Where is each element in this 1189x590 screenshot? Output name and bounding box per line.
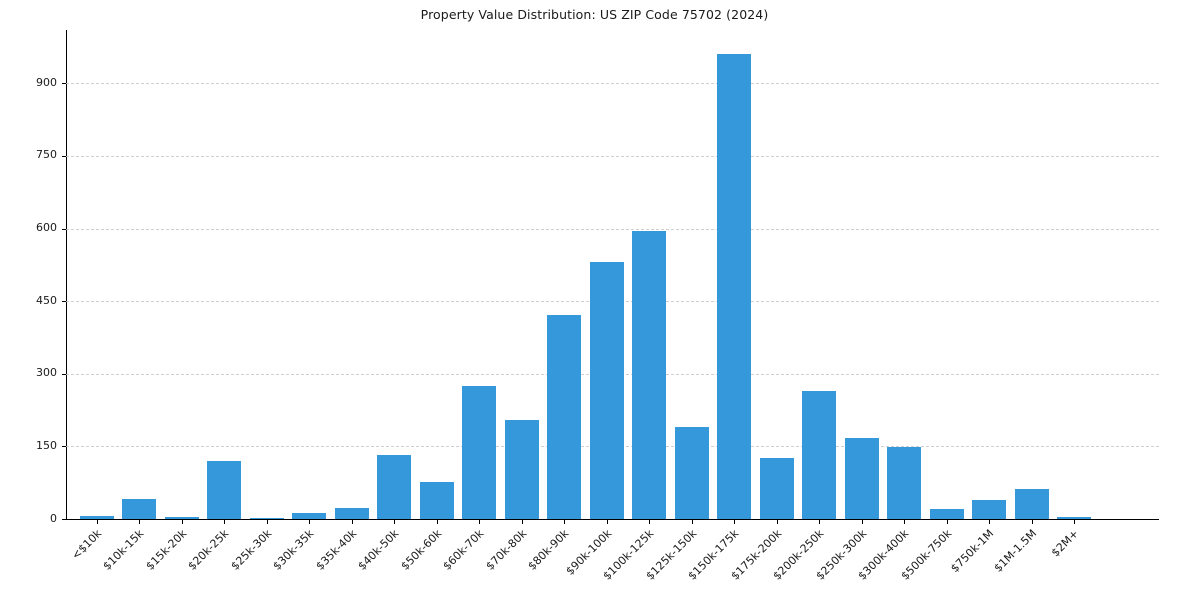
x-tick-mark [776,519,778,524]
x-tick-label: $15k-20k [143,527,189,573]
x-tick-mark [861,519,863,524]
x-tick-mark [946,519,948,524]
x-tick-label: $60k-70k [440,527,487,573]
x-tick-mark [139,519,141,524]
bar[interactable] [377,454,412,519]
x-tick-label: $70k-80k [483,527,529,573]
x-tick-mark [266,519,268,524]
x-tick-mark [224,519,226,524]
x-tick-label: $750k-1M [948,527,997,575]
x-tick-label: <$10k [68,527,104,563]
y-tick-label: 600 [36,221,57,234]
x-tick-label: $1M-1.5M [991,527,1040,575]
bar[interactable] [164,517,199,519]
chart-title: Property Value Distribution: US ZIP Code… [420,7,769,22]
x-tick-mark [691,519,693,524]
x-tick-mark [96,519,98,524]
gridline [66,155,1159,157]
x-axis-line [66,519,1159,520]
bar[interactable] [249,517,284,519]
y-tick-mark [61,83,66,85]
y-tick-mark [61,373,66,375]
x-tick-label: $35k-40k [313,527,359,573]
x-tick-mark [1031,519,1033,524]
bar[interactable] [972,499,1007,519]
x-tick-mark [181,519,183,524]
bar[interactable] [929,509,964,519]
bar[interactable] [334,508,369,519]
bar[interactable] [589,262,624,519]
x-tick-mark [394,519,396,524]
y-tick-label: 300 [36,366,57,380]
x-tick-mark [309,519,311,524]
x-tick-label: $40k-50k [355,527,402,573]
bar[interactable] [887,447,922,519]
x-tick-mark [564,519,566,524]
bar[interactable] [462,386,497,519]
bar[interactable] [632,230,667,519]
x-tick-label: $50k-60k [398,527,444,573]
bar[interactable] [504,419,539,519]
bar[interactable] [759,458,794,519]
gridline [66,83,1159,85]
y-tick-mark [61,155,66,157]
bar[interactable] [547,314,582,519]
y-tick-mark [61,446,66,448]
bar[interactable] [207,460,242,519]
x-tick-mark [351,519,353,524]
gridline [66,228,1159,230]
bar[interactable] [1057,516,1092,519]
x-tick-label: $2M+ [1049,527,1082,560]
bar[interactable] [844,438,879,519]
y-tick-label: 150 [36,438,57,452]
x-tick-mark [989,519,991,524]
x-tick-mark [606,519,608,524]
x-tick-mark [904,519,906,524]
bar[interactable] [802,391,837,519]
bar[interactable] [79,516,114,519]
bar[interactable] [717,54,752,519]
y-tick-mark [61,228,66,230]
x-tick-label: $20k-25k [185,527,232,573]
y-tick-mark [61,519,66,520]
x-tick-mark [819,519,821,524]
y-axis-line [66,30,67,520]
x-tick-mark [734,519,736,524]
x-tick-mark [1074,519,1076,524]
bar[interactable] [122,498,157,519]
x-tick-label: $10k-15k [100,527,147,573]
y-tick-label: 450 [36,293,57,307]
x-tick-mark [479,519,481,524]
bar[interactable] [419,481,454,519]
bar[interactable] [674,426,709,519]
plot-area [66,30,1159,519]
bar[interactable] [1014,488,1049,519]
y-tick-label: 750 [36,148,57,162]
x-tick-mark [436,519,438,524]
x-tick-label: $30k-35k [270,527,317,573]
x-tick-mark [521,519,523,524]
x-tick-mark [649,519,651,524]
bar[interactable] [292,513,327,519]
y-tick-label: 0 [50,511,57,525]
x-tick-label: $25k-30k [228,527,274,573]
y-tick-mark [61,301,66,303]
y-tick-label: 900 [36,75,57,89]
